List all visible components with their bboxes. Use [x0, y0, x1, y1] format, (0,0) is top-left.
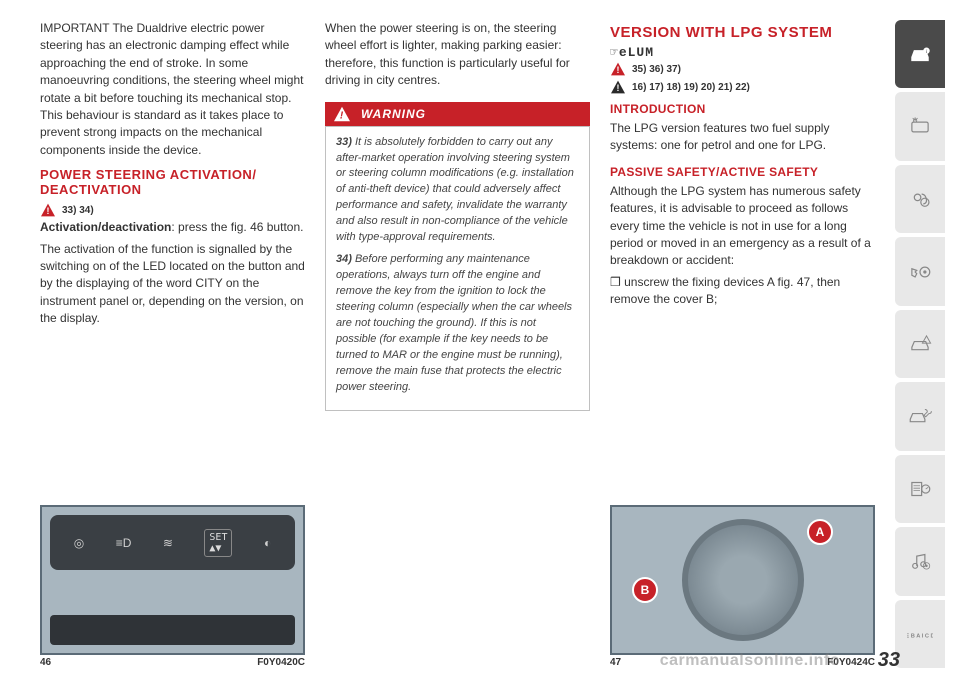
sidebar-tab-vehicle[interactable]: i: [895, 20, 945, 88]
activation-label: Activation/deactivation: [40, 220, 171, 234]
warning-triangle-icon: !: [610, 62, 626, 76]
col3-warning-refs-2: ! 16) 17) 18) 19) 20) 21) 22): [610, 80, 875, 94]
warning-triangle-icon: !: [40, 203, 56, 217]
warning-box: 33) It is absolutely forbidden to carry …: [325, 126, 590, 411]
sidebar-tab-media[interactable]: [895, 527, 945, 595]
col3-sub2: PASSIVE SAFETY/ACTIVE SAFETY: [610, 165, 875, 179]
alphabet-icon: Z E B A I C D T: [907, 621, 933, 647]
warning-label: WARNING: [361, 107, 426, 121]
fig46-number: 46: [40, 657, 51, 668]
steering-icon: ◎: [74, 536, 84, 550]
callout-b: B: [632, 577, 658, 603]
col3-refs2: 16) 17) 18) 19) 20) 21) 22): [632, 82, 750, 93]
dial-icon: ◐: [264, 536, 271, 550]
warning-34: 34) Before performing any maintenance op…: [336, 252, 579, 395]
callout-a: A: [807, 519, 833, 545]
fig46-code: F0Y0420C: [257, 657, 305, 668]
elum-pointer: ☞eLUM: [610, 45, 875, 60]
watermark: carmanualsonline.info: [660, 652, 840, 670]
col1-para3: The activation of the function is signal…: [40, 241, 305, 328]
sidebar-tab-index[interactable]: Z E B A I C D T: [895, 600, 945, 668]
col3-heading: VERSION WITH LPG SYSTEM: [610, 24, 875, 41]
sidebar-tab-warning[interactable]: [895, 310, 945, 378]
key-wheel-icon: [907, 259, 933, 285]
col3-sub1: INTRODUCTION: [610, 102, 875, 116]
fig47-number: 47: [610, 657, 621, 668]
sidebar-tab-safety[interactable]: [895, 165, 945, 233]
sidebar-tabs: i Z E B A I C D T: [895, 20, 945, 668]
warning-33-text: It is absolutely forbidden to carry out …: [336, 136, 574, 244]
col3-warning-refs-1: ! 35) 36) 37): [610, 62, 875, 76]
warning-34-text: Before performing any maintenance operat…: [336, 253, 572, 393]
svg-text:!: !: [617, 83, 620, 93]
warning-33-num: 33): [336, 136, 352, 148]
figure-46-caption: 46 F0Y0420C: [40, 657, 305, 668]
svg-text:!: !: [340, 110, 344, 121]
figure-47: A B: [610, 505, 875, 655]
activation-text: : press the fig. 46 button.: [171, 220, 303, 234]
column-2: When the power steering is on, the steer…: [325, 20, 590, 668]
page-layout: IMPORTANT The Dualdrive electric power s…: [0, 0, 960, 678]
dashboard-graphic: ◎ ≡D ≋ SET▲▼ ◐: [50, 515, 295, 570]
warning-34-num: 34): [336, 253, 352, 265]
col1-ref-numbers: 33) 34): [62, 205, 94, 216]
car-info-icon: i: [907, 41, 933, 67]
sidebar-tab-driving[interactable]: [895, 237, 945, 305]
sidebar-tab-specs[interactable]: [895, 455, 945, 523]
spare-tire-graphic: [682, 519, 804, 641]
sidebar-tab-maintenance[interactable]: [895, 382, 945, 450]
col1-warning-refs: ! 33) 34): [40, 203, 305, 217]
col3-refs1: 35) 36) 37): [632, 64, 681, 75]
column-1: IMPORTANT The Dualdrive electric power s…: [40, 20, 305, 668]
col3-bullet: ❒ unscrew the fixing devices A fig. 47, …: [610, 274, 875, 309]
col1-para1: IMPORTANT The Dualdrive electric power s…: [40, 20, 305, 159]
media-icon: [907, 548, 933, 574]
column-3: VERSION WITH LPG SYSTEM ☞eLUM ! 35) 36) …: [610, 20, 875, 668]
set-button-graphic: SET▲▼: [204, 529, 232, 557]
sidebar-tab-display[interactable]: [895, 92, 945, 160]
col1-heading: POWER STEERING ACTIVATION/ DEACTIVATION: [40, 167, 305, 197]
display-icon: [907, 114, 933, 140]
warning-triangle-icon: !: [333, 106, 351, 122]
svg-text:Z E B A I C D T: Z E B A I C D T: [907, 633, 933, 639]
lower-panel-graphic: [50, 615, 295, 645]
col1-para2: Activation/deactivation: press the fig. …: [40, 219, 305, 236]
lights-icon: ≡D: [116, 536, 132, 550]
warning-bar: ! WARNING: [325, 102, 590, 126]
warning-33: 33) It is absolutely forbidden to carry …: [336, 135, 579, 247]
col2-para1: When the power steering is on, the steer…: [325, 20, 590, 90]
figure-46: ◎ ≡D ≋ SET▲▼ ◐: [40, 505, 305, 655]
svg-text:!: !: [47, 206, 50, 216]
page-number: 33: [878, 649, 900, 672]
car-wrench-icon: [907, 403, 933, 429]
fog-icon: ≋: [163, 536, 173, 550]
col3-para1: The LPG version features two fuel supply…: [610, 120, 875, 155]
airbag-icon: [907, 186, 933, 212]
svg-text:!: !: [617, 65, 620, 75]
col3-para2: Although the LPG system has numerous saf…: [610, 183, 875, 270]
specs-icon: [907, 476, 933, 502]
warning-triangle-icon: !: [610, 80, 626, 94]
car-warning-icon: [907, 331, 933, 357]
